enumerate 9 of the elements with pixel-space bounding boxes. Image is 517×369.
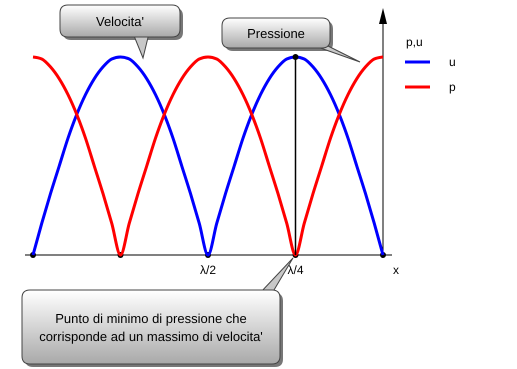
- legend-label: u: [449, 55, 456, 69]
- y-axis-title: p,u: [406, 35, 423, 49]
- legend-label: p: [449, 80, 456, 94]
- x-axis-title: x: [393, 263, 399, 277]
- text: Velocita': [96, 14, 144, 29]
- text: Pressione: [247, 26, 305, 41]
- x-tick-label: λ/4: [287, 263, 304, 277]
- x-tick-label: λ/2: [200, 263, 216, 277]
- text: Punto di minimo di pressione che corrisponde ad un massimo di velocita': [39, 311, 263, 344]
